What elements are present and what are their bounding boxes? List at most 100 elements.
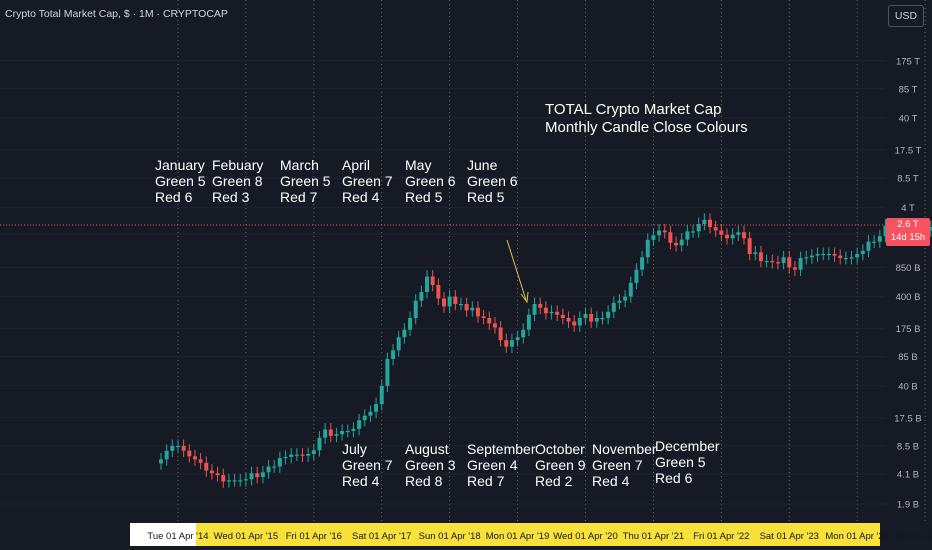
annotation-green: Green 9	[535, 457, 586, 473]
candle	[657, 224, 662, 242]
candle	[679, 233, 684, 252]
candle	[464, 297, 469, 317]
candle	[849, 250, 854, 265]
time-tick-label: Sun 01 Apr '18	[419, 531, 481, 542]
month-annotation: January Green 5 Red 6	[155, 157, 206, 205]
annotation-month: June	[467, 157, 498, 173]
candle	[725, 228, 729, 245]
time-range-highlight	[196, 523, 880, 546]
candle	[538, 297, 543, 315]
price-tick-label: 40 T	[899, 114, 918, 125]
price-tick-label: 850 B	[896, 263, 921, 274]
time-tick-label: Wed 01 Apr '15	[214, 531, 279, 542]
candle	[447, 290, 452, 313]
annotation-red: Red 6	[155, 189, 193, 205]
candle	[340, 424, 345, 441]
candle	[198, 452, 203, 470]
price-tick-label: 4.1 B	[897, 470, 919, 481]
price-tick-label: 40 B	[898, 381, 918, 392]
candle	[385, 352, 390, 393]
candle	[328, 423, 333, 443]
candle	[300, 448, 305, 463]
annotation-red: Red 3	[212, 189, 250, 205]
price-axis[interactable]: 1.9 B 4.1 B 8.5 B 17.5 B 40 B 85 B 175 B 400 B 8…	[894, 56, 921, 510]
candle	[617, 294, 622, 310]
candle	[436, 278, 441, 305]
candle	[651, 228, 656, 247]
annotation-green: Green 6	[467, 173, 518, 189]
annotation-month: January	[155, 157, 205, 173]
price-tick-label: 175 T	[896, 56, 920, 67]
candle	[555, 305, 560, 322]
candle	[453, 290, 458, 311]
candle	[719, 224, 724, 242]
candle	[674, 236, 679, 252]
candle	[736, 225, 741, 242]
candle	[883, 219, 888, 243]
month-annotation: July Green 7 Red 4	[342, 441, 393, 489]
annotation-month: May	[405, 157, 432, 173]
candle	[843, 251, 848, 265]
annotation-arrow	[506, 239, 529, 304]
month-annotation: April Green 7 Red 4	[342, 157, 393, 205]
candle	[351, 422, 356, 438]
candle	[832, 247, 837, 262]
candle	[577, 311, 582, 332]
candle	[572, 315, 577, 332]
candle	[872, 235, 877, 248]
candle	[702, 213, 707, 231]
candle	[696, 217, 701, 238]
candle	[357, 413, 362, 436]
candle	[589, 307, 594, 328]
candle	[713, 220, 718, 237]
price-tick-label: 400 B	[896, 292, 921, 303]
candle	[634, 263, 639, 290]
time-tick-label: Fri 01 Apr '16	[286, 531, 342, 542]
annotation-month: August	[405, 441, 449, 457]
annotation-green: Green 5	[280, 173, 331, 189]
annotation-month: July	[342, 441, 367, 457]
time-tick-label: Wed 01 Apr '20	[553, 531, 618, 542]
time-tick-label: Mon 01 Apr '19	[486, 531, 550, 542]
candle	[430, 270, 435, 292]
candle	[249, 466, 254, 486]
candle	[221, 468, 226, 488]
candle	[645, 233, 650, 264]
candle	[521, 323, 526, 344]
candle	[855, 247, 860, 264]
candle	[928, 220, 932, 237]
month-annotation: May Green 6 Red 5	[405, 157, 456, 205]
price-tick-label: 4 T	[901, 203, 915, 214]
annotation-red: Red 7	[280, 189, 318, 205]
candle	[442, 292, 446, 313]
candle	[402, 323, 407, 344]
time-tick-label: Thu 01 Apr '21	[623, 531, 685, 542]
candle	[311, 443, 316, 461]
candle	[204, 456, 209, 477]
price-tick-label: 8.5 T	[897, 174, 919, 185]
time-axis[interactable]: Tue 01 Apr '14 Wed 01 Apr '15 Fri 01 Apr '…	[130, 523, 932, 546]
candle	[611, 296, 616, 319]
annotation-red: Red 4	[592, 473, 630, 489]
candle	[532, 297, 537, 322]
annotation-month: September	[467, 441, 536, 457]
month-annotation: October Green 9 Red 2	[535, 441, 586, 489]
candle	[515, 330, 520, 347]
candle	[323, 423, 328, 445]
currency-button[interactable]: USD	[888, 5, 924, 27]
candles	[159, 213, 932, 488]
candle	[345, 424, 350, 438]
candle	[379, 379, 384, 411]
candle	[175, 439, 180, 453]
candle	[289, 448, 294, 464]
candle	[826, 247, 831, 261]
annotation-month: December	[655, 438, 720, 454]
candle	[413, 294, 418, 325]
time-tick-label: Sat 01 Apr '17	[352, 531, 411, 542]
chart-annotation-heading: TOTAL Crypto Market Cap Monthly Candle C…	[545, 101, 748, 137]
heading-line-2: Monthly Candle Close Colours	[545, 119, 748, 136]
candle	[334, 427, 339, 443]
annotation-green: Green 8	[212, 173, 263, 189]
candle	[594, 311, 599, 328]
